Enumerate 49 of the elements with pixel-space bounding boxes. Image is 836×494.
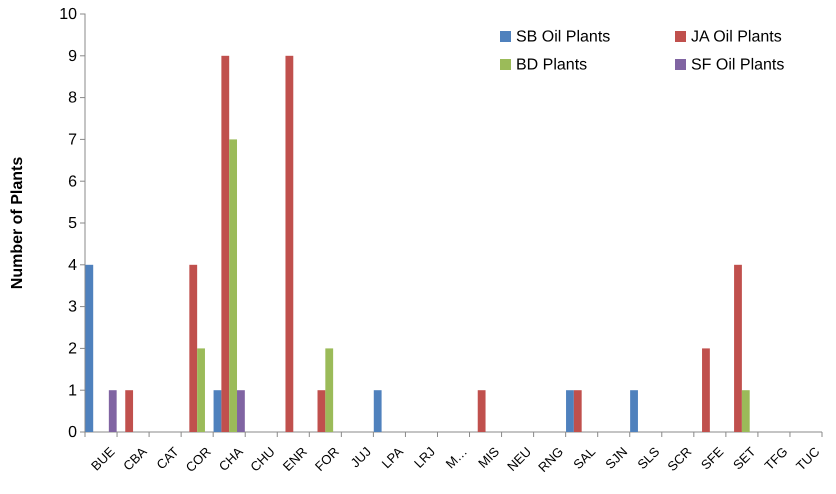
y-tick-label: 5 — [68, 215, 78, 232]
y-tick-label: 8 — [68, 90, 78, 107]
bar — [318, 390, 326, 432]
bar — [734, 264, 742, 432]
x-tick-label: JUJ — [347, 444, 374, 470]
bar — [237, 390, 245, 432]
x-tick-label: CHA — [216, 444, 246, 474]
bar — [325, 348, 334, 432]
y-tick-label: 7 — [68, 132, 78, 149]
bar — [189, 264, 198, 432]
x-tick-label: CAT — [153, 444, 182, 472]
bar — [125, 390, 134, 432]
y-tick-label: 6 — [68, 173, 78, 190]
y-axis-title: Number of Plants — [9, 156, 26, 290]
bar — [742, 390, 750, 432]
y-tick-label: 2 — [68, 340, 78, 358]
legend-label: SB Oil Plants — [516, 28, 610, 46]
legend-label: BD Plants — [516, 56, 588, 74]
y-tick-label: 4 — [68, 256, 78, 274]
y-tick-label: 0 — [68, 424, 78, 442]
x-tick-label: SAL — [570, 444, 598, 472]
x-tick-label: LRJ — [411, 444, 438, 471]
bar — [285, 56, 294, 432]
x-tick-label: LPA — [378, 444, 406, 472]
legend-label: SF Oil Plants — [691, 56, 784, 74]
x-tick-label: MIS — [475, 444, 502, 471]
bar — [574, 390, 582, 432]
x-tick-label: CBA — [120, 444, 150, 474]
bar — [374, 390, 382, 432]
x-tick-label: M… — [442, 444, 470, 472]
legend-label: JA Oil Plants — [691, 28, 782, 46]
bar — [108, 390, 117, 432]
y-tick-label: 1 — [68, 382, 78, 400]
x-tick-label: SLS — [634, 444, 663, 472]
bar — [702, 348, 710, 432]
y-tick-label: 10 — [59, 6, 78, 24]
bar — [85, 264, 94, 432]
y-tick-label: 3 — [68, 298, 78, 316]
bar — [214, 390, 222, 432]
x-tick-label: TUC — [793, 444, 823, 474]
y-tick-label: 9 — [68, 48, 78, 65]
x-tick-label: TFG — [762, 444, 790, 473]
bar — [630, 390, 638, 432]
bar — [478, 390, 486, 432]
bar — [221, 56, 230, 432]
bar — [229, 139, 238, 432]
bar — [197, 348, 205, 432]
bar — [566, 390, 574, 432]
x-tick-label: SJN — [602, 444, 630, 472]
